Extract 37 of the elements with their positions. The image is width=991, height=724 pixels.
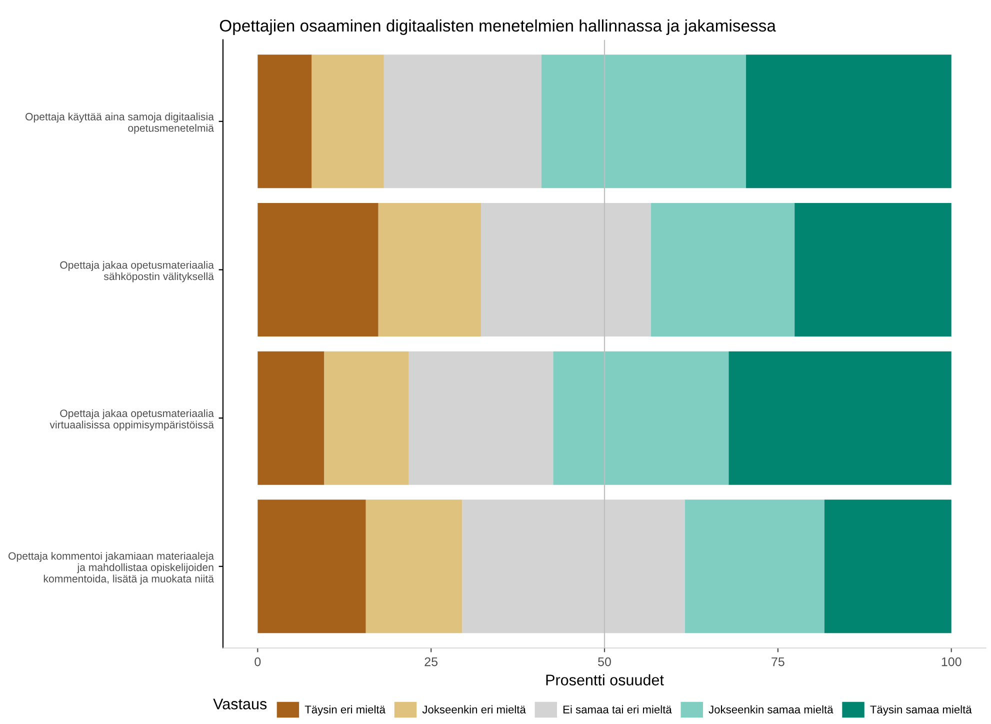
bar — [258, 202, 378, 336]
bar — [541, 54, 746, 188]
chart-title: Opettajien osaaminen digitaalisten menetelmien hallinnassa ja jakamisessa — [220, 19, 776, 35]
bar — [258, 351, 324, 485]
bar — [746, 54, 952, 188]
bar — [258, 54, 312, 188]
bar — [728, 351, 952, 485]
y-tick-label: Opettaja jakaa opetusmateriaalia sähköpostin välityksellä — [60, 260, 214, 282]
y-tick-label: Opettaja jakaa opetusmateriaalia virtuaalisissa oppimisympäristöissä — [50, 409, 214, 431]
bar — [650, 202, 795, 336]
x-tick-label: 50 — [598, 657, 611, 666]
y-tick-label: Opettaja käyttää aina samoja digitaalisia opetusmenetelmiä — [26, 112, 214, 134]
bar — [553, 351, 729, 485]
bar — [481, 202, 651, 336]
bar — [684, 500, 824, 634]
bar — [462, 500, 685, 634]
bar — [324, 351, 409, 485]
bar — [366, 500, 462, 634]
bar — [378, 202, 482, 336]
x-axis-title: Prosentti osuudet — [546, 674, 664, 686]
legend-label: Täysin eri mieltä — [304, 705, 386, 716]
x-tick-label: 25 — [424, 657, 438, 666]
bar — [794, 202, 952, 336]
x-tick-label: 0 — [254, 657, 261, 666]
bar — [258, 500, 366, 634]
bar — [312, 54, 384, 188]
legend-label: Jokseenkin samaa mieltä — [708, 705, 834, 714]
y-tick-label: Opettaja kommentoi jakamiaan materiaaleja ja mahdollistaa opiskelijoiden kommentoida, lisätä ja muokata niitä — [8, 552, 214, 585]
x-tick-label: 75 — [772, 657, 784, 666]
legend-label: Ei samaa tai eri mieltä — [563, 705, 672, 714]
x-tick-label: 100 — [942, 657, 962, 666]
legend-label: Täysin samaa mieltä — [870, 705, 972, 716]
bar — [384, 54, 542, 188]
legend-title: Vastaus — [213, 698, 267, 710]
bar — [408, 351, 554, 485]
bar — [824, 500, 952, 634]
legend-label: Jokseenkin eri mieltä — [422, 705, 526, 714]
